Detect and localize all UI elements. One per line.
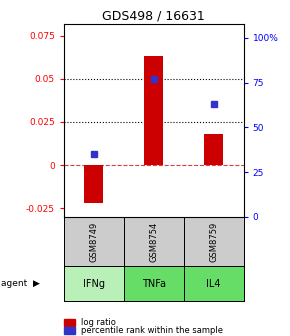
Bar [124,217,184,266]
Text: GSM8754: GSM8754 [149,221,158,261]
Text: log ratio: log ratio [81,318,116,327]
Text: GSM8749: GSM8749 [89,221,98,261]
Text: agent  ▶: agent ▶ [1,279,40,288]
Text: IFNg: IFNg [83,279,105,289]
Bar [204,134,223,165]
Bar [124,266,184,301]
Bar [144,56,163,165]
Bar [184,266,244,301]
Title: GDS498 / 16631: GDS498 / 16631 [102,9,205,23]
Bar [64,217,124,266]
Bar [64,266,124,301]
Text: percentile rank within the sample: percentile rank within the sample [81,326,223,335]
Text: IL4: IL4 [206,279,221,289]
Bar [84,165,103,203]
Text: GSM8759: GSM8759 [209,221,218,261]
Bar [184,217,244,266]
Text: TNFa: TNFa [142,279,166,289]
